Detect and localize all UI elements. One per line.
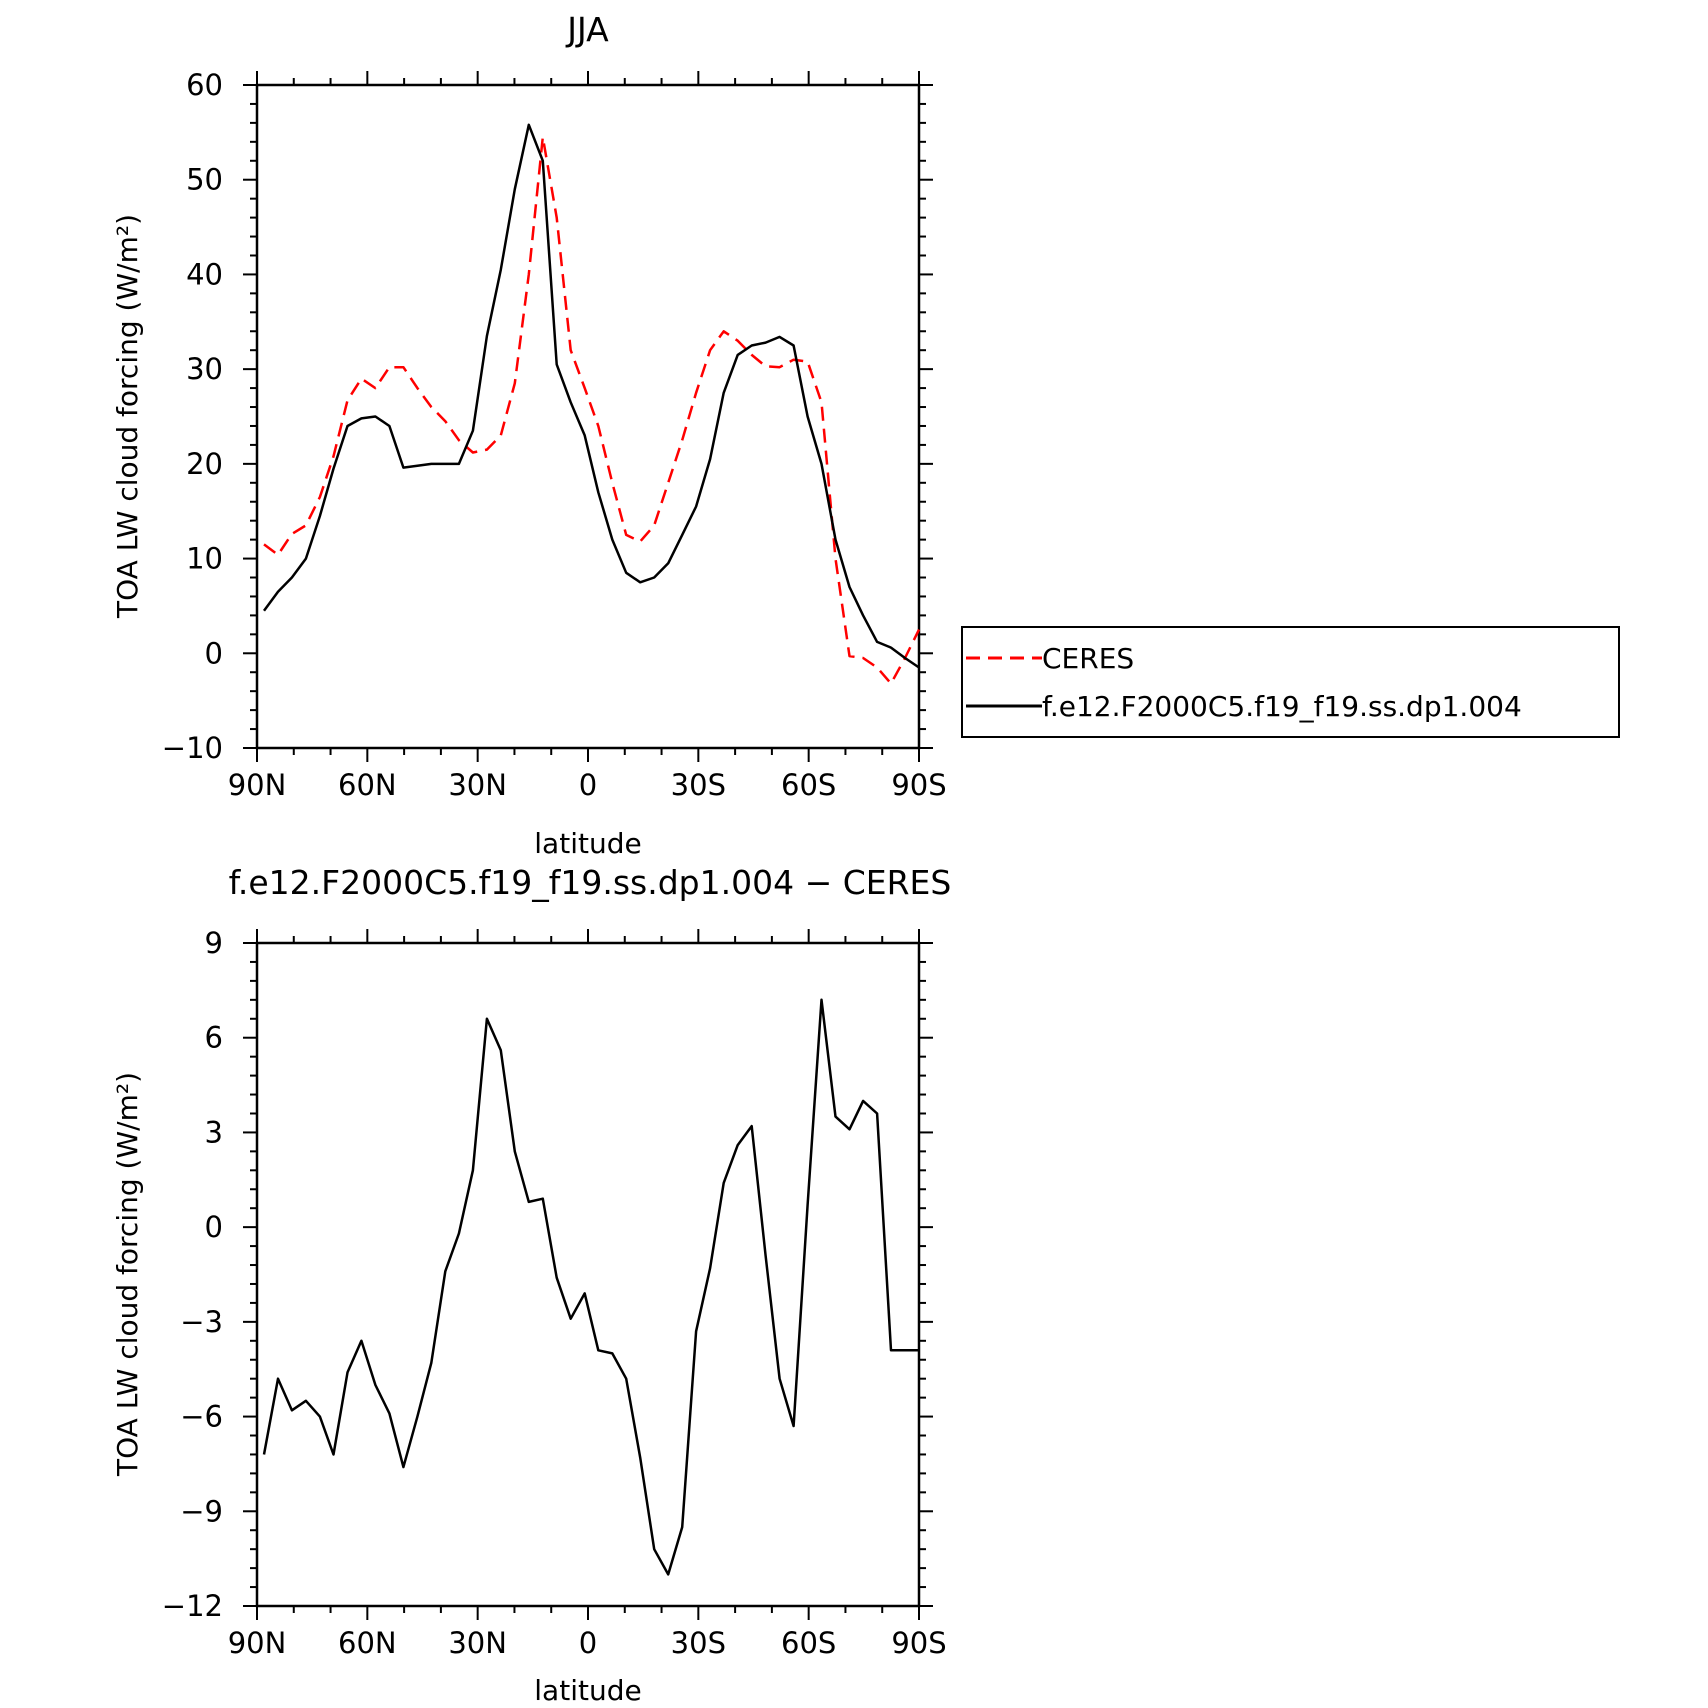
x-tick-label: 60S [781, 768, 836, 802]
x-tick-label: 90N [228, 1626, 287, 1660]
chart-bottom: f.e12.F2000C5.f19_f19.ss.dp1.004 − CERES… [111, 863, 951, 1707]
y-tick-label: 0 [205, 1210, 223, 1244]
series-line-0 [263, 135, 921, 685]
x-tick-label: 30N [448, 1626, 507, 1660]
legend: CERES f.e12.F2000C5.f19_f19.ss.dp1.004 [961, 626, 1620, 738]
tick-labels: 90N 60N 30N 0 30S 60S 90S −10 0 10 20 30 40 50 60 [162, 68, 947, 802]
y-tick-label: 30 [186, 352, 223, 386]
y-tick-label: 60 [186, 68, 223, 102]
tick-labels: 90N 60N 30N 0 30S 60S 90S −12 −9 −6 −3 0 3 6 9 [162, 926, 947, 1660]
x-tick-label: 90N [228, 768, 287, 802]
x-tick-label: 30S [671, 1626, 726, 1660]
x-axis-label: latitude [534, 1674, 641, 1707]
legend-label-model: f.e12.F2000C5.f19_f19.ss.dp1.004 [1042, 690, 1522, 723]
chart-title: JJA [565, 10, 609, 49]
x-tick-label: 30S [671, 768, 726, 802]
x-tick-label: 60N [338, 1626, 397, 1660]
x-axis-label: latitude [534, 827, 641, 860]
x-tick-label: 90S [891, 768, 946, 802]
x-tick-label: 60S [781, 1626, 836, 1660]
chart-top: JJA 90N 60N 30N 0 30S 60S 90S−100102030405060 … [111, 10, 1620, 860]
series-layer [262, 998, 919, 1576]
series-line-0 [262, 998, 919, 1576]
legend-box [961, 626, 1620, 738]
legend-label-ceres: CERES [1042, 642, 1134, 675]
x-tick-label: 90S [891, 1626, 946, 1660]
series-layer [262, 123, 921, 685]
y-axis-label: TOA LW cloud forcing (W/m²) [111, 1072, 144, 1477]
plot-frame [255, 83, 921, 750]
x-tick-label: 0 [579, 768, 597, 802]
y-tick-label: 6 [205, 1021, 223, 1055]
y-tick-label: 3 [205, 1115, 223, 1149]
x-tick-label: 30N [448, 768, 507, 802]
y-tick-label: 20 [186, 447, 223, 481]
y-axis-label: TOA LW cloud forcing (W/m²) [111, 214, 144, 619]
y-tick-label: −9 [180, 1494, 223, 1528]
y-tick-label: 0 [205, 636, 223, 670]
y-tick-label: 9 [205, 926, 223, 960]
tick-marks [243, 71, 933, 762]
y-tick-label: −10 [162, 731, 223, 765]
y-tick-label: 40 [186, 257, 223, 291]
series-line-1 [262, 123, 920, 669]
y-tick-label: 50 [186, 163, 223, 197]
x-tick-label: 0 [579, 1626, 597, 1660]
y-tick-label: −3 [180, 1305, 223, 1339]
x-tick-label: 60N [338, 768, 397, 802]
y-tick-label: −6 [180, 1400, 223, 1434]
y-tick-label: −12 [162, 1589, 223, 1623]
y-tick-label: 10 [186, 542, 223, 576]
tick-marks [243, 929, 933, 1620]
chart-title: f.e12.F2000C5.f19_f19.ss.dp1.004 − CERES [229, 863, 952, 902]
